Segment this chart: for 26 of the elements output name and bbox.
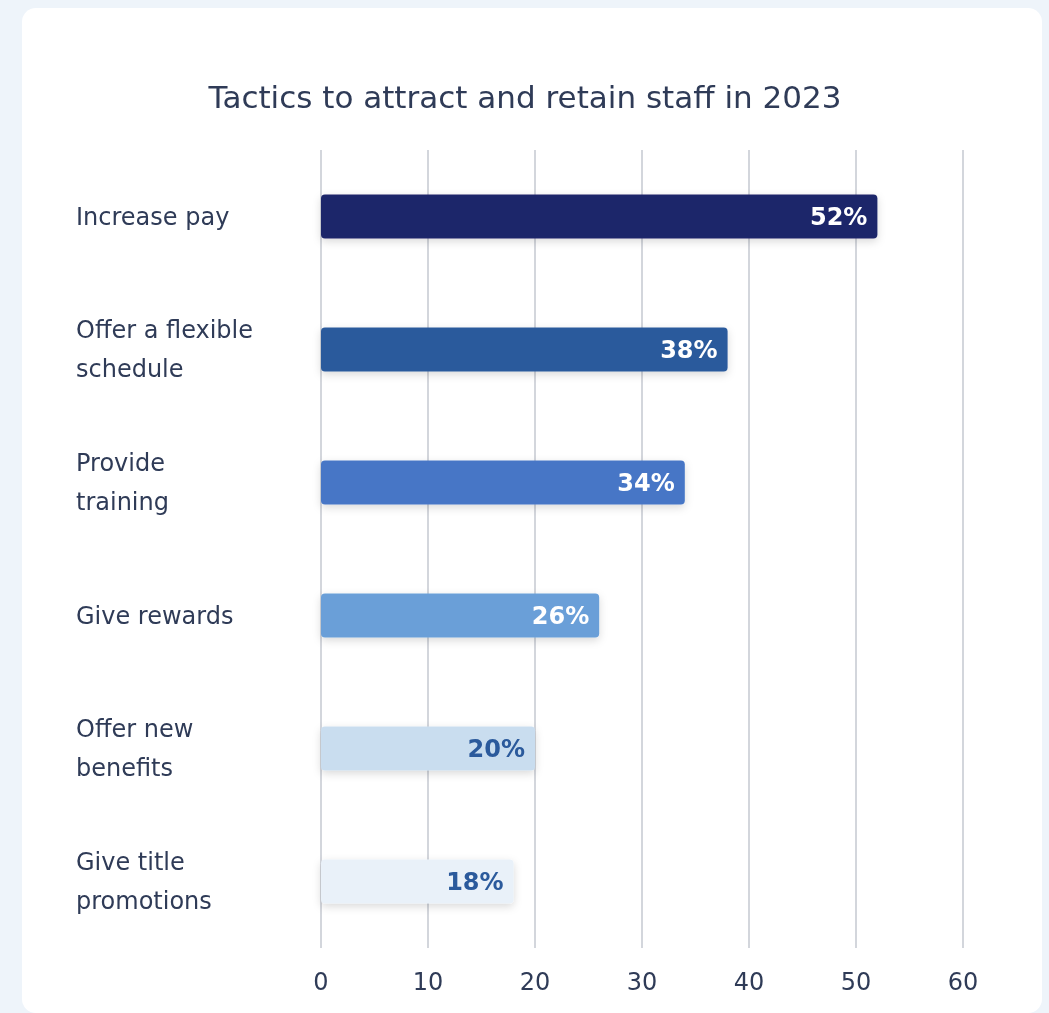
data-label: 26%: [531, 601, 590, 630]
x-tick-label: 20: [519, 968, 551, 996]
y-tick-label: Give title promotions: [76, 848, 212, 915]
bar: [321, 726, 535, 771]
data-label: 38%: [660, 335, 718, 364]
y-tick-label: Offer new benefits: [76, 715, 194, 782]
bar: [321, 859, 514, 904]
bar: [321, 460, 685, 505]
x-tick-label: 30: [626, 968, 658, 996]
x-tick-label: 50: [840, 968, 872, 996]
data-label: 34%: [617, 468, 675, 497]
bar: [321, 593, 600, 638]
chart-title: Tactics to attract and retain staff in 2023: [207, 78, 842, 115]
data-label: 52%: [809, 202, 868, 231]
bar: [321, 327, 728, 372]
y-tick-label: Give rewards: [76, 601, 234, 630]
data-label: 20%: [467, 734, 525, 763]
data-label: 18%: [446, 867, 504, 896]
y-tick-label: Offer a flexible schedule: [76, 316, 254, 383]
bar: [321, 194, 878, 239]
x-tick-label: 40: [733, 968, 765, 996]
x-tick-label: 10: [412, 968, 444, 996]
y-tick-label: Provide training: [76, 449, 169, 516]
x-tick-label: 60: [947, 968, 979, 996]
y-tick-label: Increase pay: [76, 202, 230, 231]
x-tick-label: 0: [313, 968, 329, 996]
